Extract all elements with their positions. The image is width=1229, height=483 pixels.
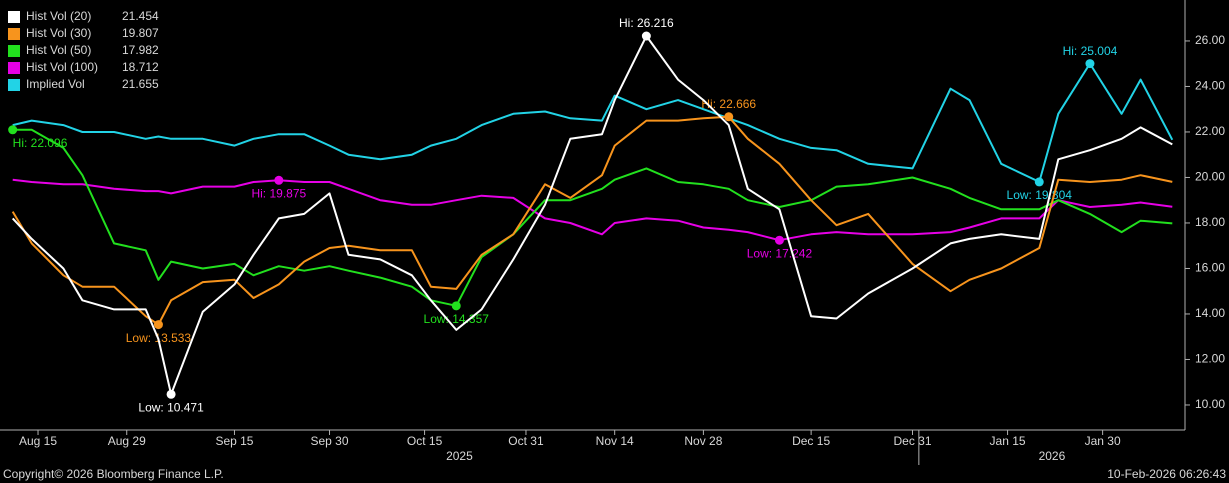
extreme-label: Low: 19.804 [1007,188,1073,202]
extreme-point [8,125,18,135]
x-tick-label: Aug 15 [19,434,57,448]
extreme-label: Hi: 19.875 [251,186,306,200]
extreme-point [153,320,163,330]
extreme-label: Hi: 22.096 [13,136,68,150]
y-tick-label: 12.00 [1195,352,1225,366]
year-label: 2025 [446,449,473,463]
legend-label: Hist Vol (50) [26,43,91,57]
y-tick-label: 18.00 [1195,215,1225,229]
extreme-point [774,235,784,245]
y-tick-label: 14.00 [1195,306,1225,320]
series-line [12,62,1174,183]
extreme-point [451,301,461,311]
y-tick-label: 10.00 [1195,397,1225,411]
series-line [11,35,1173,396]
y-tick-label: 22.00 [1195,124,1225,138]
legend-label: Hist Vol (20) [26,9,91,23]
year-label: 2026 [1039,449,1066,463]
x-tick-label: Nov 28 [684,434,722,448]
legend-swatch [8,62,20,74]
legend: Hist Vol (20) 21.454 Hist Vol (30) 19.807 Hi… [0,4,170,95]
x-tick-label: Aug 29 [108,434,146,448]
x-tick-label: Dec 15 [792,434,830,448]
y-tick-label: 16.00 [1195,261,1225,275]
legend-label: Hist Vol (100) [26,60,98,74]
extreme-point [641,31,651,41]
extreme-label: Low: 10.471 [138,400,204,414]
y-tick-label: 20.00 [1195,170,1225,184]
series-line [12,128,1173,307]
y-tick-label: 24.00 [1195,79,1225,93]
legend-label: Implied Vol [26,77,85,91]
extreme-point [1085,59,1095,69]
extreme-point [274,175,284,185]
legend-label: Hist Vol (30) [26,26,91,40]
legend-swatch [8,79,20,91]
extreme-label: Hi: 22.666 [701,97,756,111]
legend-value: 17.982 [122,43,159,57]
x-tick-label: Oct 15 [407,434,443,448]
x-tick-label: Oct 31 [508,434,544,448]
extreme-label: Hi: 26.216 [619,16,674,30]
extreme-point [1034,177,1044,187]
x-tick-label: Nov 14 [596,434,634,448]
legend-value: 21.454 [122,9,159,23]
x-tick-label: Dec 31 [893,434,931,448]
legend-swatch [8,45,20,57]
extreme-label: Low: 14.357 [424,312,490,326]
y-tick-label: 26.00 [1195,33,1225,47]
copyright: Copyright© 2026 Bloomberg Finance L.P. [3,467,224,481]
legend-background [0,4,170,95]
extreme-label: Low: 17.242 [747,246,813,260]
legend-value: 18.712 [122,60,159,74]
legend-swatch [8,28,20,40]
extreme-point [724,112,734,122]
legend-value: 19.807 [122,26,159,40]
x-tick-label: Sep 15 [215,434,253,448]
x-tick-label: Jan 15 [990,434,1026,448]
extreme-point [166,389,176,399]
legend-swatch [8,11,20,23]
extreme-label: Hi: 25.004 [1063,44,1118,58]
legend-value: 21.655 [122,77,159,91]
series-line [11,115,1173,326]
timestamp: 10-Feb-2026 06:26:43 [1107,467,1226,481]
x-tick-label: Jan 30 [1085,434,1121,448]
series-line [12,178,1173,242]
x-tick-label: Sep 30 [310,434,348,448]
